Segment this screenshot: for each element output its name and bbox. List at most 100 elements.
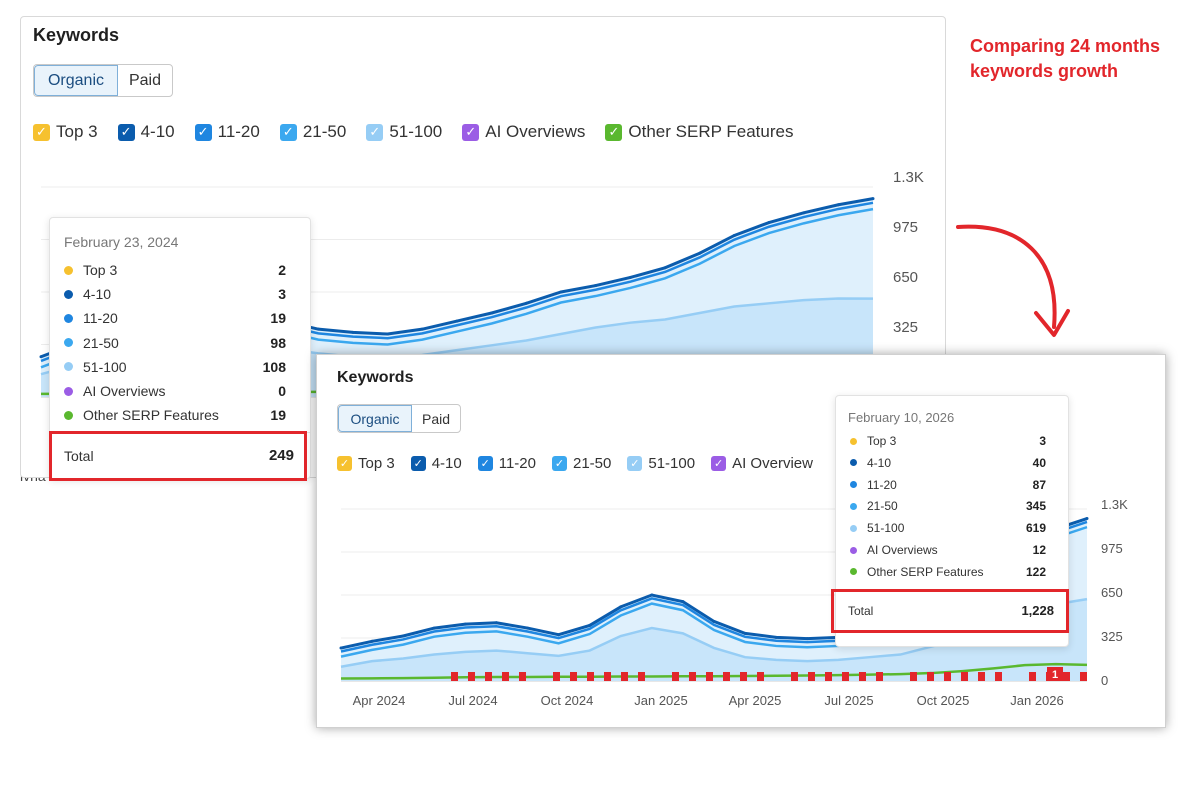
event-marker[interactable]	[740, 672, 747, 681]
marker-badge[interactable]	[1047, 667, 1063, 681]
tooltip-row-51-100: 51-100 619	[850, 521, 1046, 535]
checkbox-icon[interactable]: ✓	[552, 456, 567, 471]
data-point	[524, 301, 528, 305]
x-tick-label: Jul 2024	[448, 693, 498, 708]
checkbox-icon[interactable]: ✓	[337, 456, 352, 471]
legend-item-21-50[interactable]: ✓ 21-50	[552, 455, 611, 472]
event-marker[interactable]	[468, 672, 475, 681]
legend-item-11-20[interactable]: ✓ 11-20	[194, 122, 260, 142]
event-marker[interactable]	[1029, 672, 1036, 681]
legend-label: 11-20	[217, 122, 260, 141]
tab-paid[interactable]: Paid	[128, 71, 162, 89]
event-marker[interactable]	[638, 672, 645, 681]
checkbox-icon[interactable]: ✓	[462, 123, 480, 141]
tab-organic[interactable]: Organic	[338, 405, 412, 432]
y-tick-label: 1.3K	[893, 169, 924, 186]
event-marker[interactable]	[553, 672, 560, 681]
event-marker[interactable]	[944, 672, 951, 681]
tooltip-row-value: 40	[1032, 455, 1046, 470]
checkbox-icon[interactable]: ✓	[477, 456, 493, 471]
checkbox-icon[interactable]: ✓	[117, 123, 135, 141]
tab-group: Organic Paid	[33, 64, 173, 97]
checkbox-icon[interactable]: ✓	[279, 123, 297, 141]
tooltip-row-value: 12	[1032, 543, 1046, 557]
event-marker[interactable]	[995, 672, 1002, 681]
event-marker[interactable]	[825, 672, 832, 681]
data-point	[1085, 517, 1089, 521]
tooltip-row-label: AI Overviews	[83, 383, 166, 399]
data-point	[732, 233, 736, 237]
tab-organic[interactable]: Organic	[34, 65, 118, 96]
event-marker[interactable]	[672, 672, 679, 681]
panel-title: Keywords	[337, 369, 414, 386]
x-tick-label: Apr 2025	[728, 693, 782, 708]
legend-item-51-100[interactable]: ✓ 51-100	[366, 122, 442, 142]
event-marker[interactable]	[604, 672, 611, 681]
event-marker[interactable]	[1080, 672, 1087, 681]
legend-item-other-serp-features[interactable]: ✓ Other SERP Features	[605, 122, 793, 142]
data-point	[370, 639, 374, 643]
y-tick-label: 650	[1101, 585, 1123, 600]
event-marker[interactable]	[978, 672, 985, 681]
event-marker[interactable]	[689, 672, 696, 681]
legend-item-top-3[interactable]: ✓ Top 3	[337, 455, 395, 472]
checkbox-icon[interactable]: ✓	[410, 456, 426, 471]
tooltip-row-value: 87	[1032, 477, 1046, 492]
event-marker[interactable]	[723, 672, 730, 681]
event-marker[interactable]	[485, 672, 492, 681]
legend-item-top-3[interactable]: ✓ Top 3	[33, 122, 98, 142]
event-marker[interactable]	[859, 672, 866, 681]
tab-paid[interactable]: Paid	[421, 410, 451, 427]
checkbox-icon[interactable]: ✓	[627, 456, 643, 471]
legend-item-11-20[interactable]: ✓ 11-20	[477, 455, 536, 472]
tooltip-row-label: Top 3	[83, 262, 118, 278]
checkbox-icon[interactable]: ✓	[33, 123, 50, 141]
event-marker[interactable]	[1063, 672, 1070, 681]
series-dot-icon	[850, 502, 857, 510]
checkbox-icon[interactable]: ✓	[194, 123, 212, 141]
tooltip-row-value: 2	[278, 262, 286, 278]
legend-item-4-10[interactable]: ✓ 4-10	[410, 455, 462, 472]
checkbox-icon[interactable]: ✓	[711, 456, 727, 471]
data-point	[805, 637, 809, 641]
event-marker[interactable]	[927, 672, 934, 681]
panel-title: Keywords	[33, 25, 120, 45]
checkbox-icon[interactable]: ✓	[605, 123, 623, 141]
legend-item-21-50[interactable]: ✓ 21-50	[279, 122, 347, 142]
series-dot-icon	[64, 338, 73, 348]
event-marker[interactable]	[961, 672, 968, 681]
tooltip-2024: February 23, 2024 Top 3 2 4-10 3 11-20 19 21-5…	[49, 217, 311, 479]
event-marker[interactable]	[791, 672, 798, 681]
event-marker[interactable]	[706, 672, 713, 681]
data-point	[455, 319, 459, 323]
event-marker[interactable]	[502, 672, 509, 681]
legend-item-ai-overview[interactable]: ✓ AI Overview	[711, 455, 813, 472]
tooltip-row-label: 21-50	[867, 499, 898, 514]
annotation-line-1: Comparing 24 months	[970, 36, 1161, 56]
tooltip-row-4-10: 4-10 40	[850, 456, 1046, 470]
legend-item-51-100[interactable]: ✓ 51-100	[627, 455, 695, 472]
data-point	[420, 327, 424, 331]
event-marker[interactable]	[842, 672, 849, 681]
legend-item-4-10[interactable]: ✓ 4-10	[117, 122, 175, 142]
y-tick-label: 325	[1101, 629, 1123, 644]
event-marker[interactable]	[621, 672, 628, 681]
tooltip-row-ai-overviews: AI Overviews 12	[850, 543, 1046, 557]
event-marker[interactable]	[757, 672, 764, 681]
event-marker[interactable]	[808, 672, 815, 681]
event-marker[interactable]	[910, 672, 917, 681]
event-marker[interactable]	[570, 672, 577, 681]
legend-label: 21-50	[302, 122, 347, 141]
legend-label: AI Overview	[732, 455, 813, 472]
annotation-text: Comparing 24 months keywords growth	[970, 34, 1190, 84]
event-marker[interactable]	[587, 672, 594, 681]
legend-item-ai-overviews[interactable]: ✓ AI Overviews	[462, 122, 585, 142]
event-marker[interactable]	[451, 672, 458, 681]
legend-label: 4-10	[140, 122, 175, 141]
data-point	[871, 197, 875, 201]
event-marker[interactable]	[876, 672, 883, 681]
data-point	[39, 355, 43, 359]
total-value: 1,228	[1021, 603, 1054, 618]
checkbox-icon[interactable]: ✓	[366, 123, 384, 141]
event-marker[interactable]	[519, 672, 526, 681]
